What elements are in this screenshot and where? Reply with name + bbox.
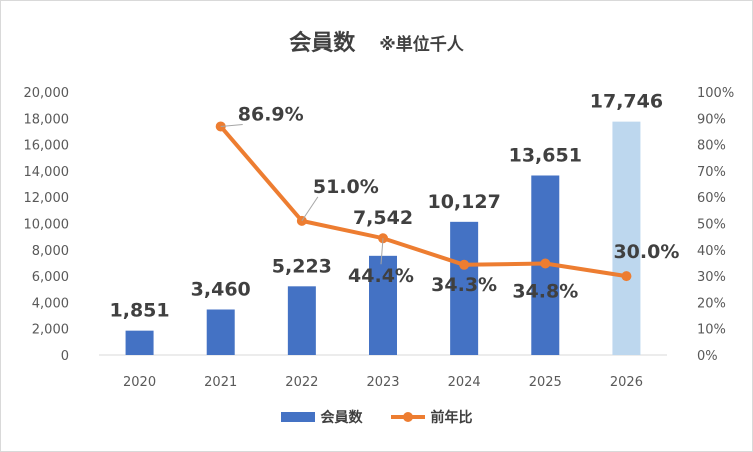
y-right-tick-label: 80% [697, 139, 726, 154]
bar [369, 255, 397, 355]
x-tick-label: 2026 [610, 375, 643, 390]
y-left-tick-label: 0 [61, 349, 69, 364]
x-tick-label: 2025 [529, 375, 562, 390]
bar-value-label: 17,746 [590, 91, 663, 113]
legend-bar-swatch [280, 412, 315, 422]
y-left-tick-label: 12,000 [24, 191, 70, 206]
bar [206, 309, 235, 355]
legend-line-swatch [390, 412, 425, 422]
chart-title: 会員数 ※単位千人 [1, 25, 752, 57]
yoy-value-label: 34.8% [512, 280, 578, 302]
y-right-tick-label: 20% [697, 296, 726, 311]
bar-value-label: 13,651 [509, 144, 582, 166]
yoy-point [621, 271, 632, 282]
yoy-value-label: 86.9% [238, 103, 304, 125]
legend-item-yoy: 前年比 [390, 407, 473, 427]
yoy-label-leader [220, 123, 243, 127]
bar [612, 121, 641, 355]
y-left-tick-label: 16,000 [24, 139, 70, 154]
y-left-tick-label: 10,000 [24, 218, 70, 233]
bar-value-label: 7,542 [353, 207, 413, 229]
bar-value-label: 3,460 [191, 279, 251, 301]
legend-label-members: 会員数 [320, 410, 363, 426]
x-tick-label: 2022 [285, 375, 318, 390]
yoy-value-label: 34.3% [431, 274, 497, 296]
y-left-tick-label: 14,000 [24, 165, 70, 180]
chart-subtitle: ※単位千人 [379, 35, 464, 55]
y-right-tick-label: 100% [697, 86, 734, 101]
y-left-tick-label: 6,000 [32, 270, 69, 285]
x-tick-label: 2021 [204, 375, 237, 390]
yoy-value-label: 30.0% [613, 241, 679, 263]
y-left-tick-label: 4,000 [32, 296, 69, 311]
y-right-tick-label: 30% [697, 270, 726, 285]
y-right-tick-label: 10% [697, 323, 726, 338]
yoy-label-leader [301, 196, 319, 222]
yoy-point [459, 259, 470, 270]
x-tick-label: 2024 [448, 375, 481, 390]
bar-value-label: 1,851 [110, 300, 170, 322]
y-left-tick-label: 8,000 [32, 244, 69, 259]
y-right-tick-label: 40% [697, 244, 726, 259]
bar [450, 221, 479, 355]
y-right-tick-label: 60% [697, 191, 726, 206]
x-tick-label: 2020 [123, 375, 156, 390]
yoy-point [540, 258, 551, 269]
x-tick-label: 2023 [366, 375, 399, 390]
y-left-tick-label: 20,000 [24, 86, 70, 101]
chart-title-main: 会員数 [289, 31, 356, 56]
y-left-tick-label: 2,000 [32, 323, 69, 338]
yoy-label-leader [380, 238, 384, 265]
bar [125, 330, 154, 355]
bar-value-label: 5,223 [272, 255, 332, 277]
yoy-value-label: 51.0% [313, 176, 379, 198]
legend-item-members: 会員数 [280, 407, 363, 427]
y-left-tick-label: 18,000 [24, 112, 70, 127]
yoy-value-label: 44.4% [348, 265, 414, 287]
y-right-tick-label: 90% [697, 112, 726, 127]
legend: 会員数 前年比 [1, 407, 752, 427]
y-right-tick-label: 70% [697, 165, 726, 180]
legend-label-yoy: 前年比 [430, 410, 473, 426]
bar-value-label: 10,127 [427, 191, 500, 213]
yoy-line [219, 125, 627, 279]
y-right-tick-label: 0% [697, 349, 718, 364]
y-right-tick-label: 50% [697, 218, 726, 233]
bar [287, 286, 316, 355]
